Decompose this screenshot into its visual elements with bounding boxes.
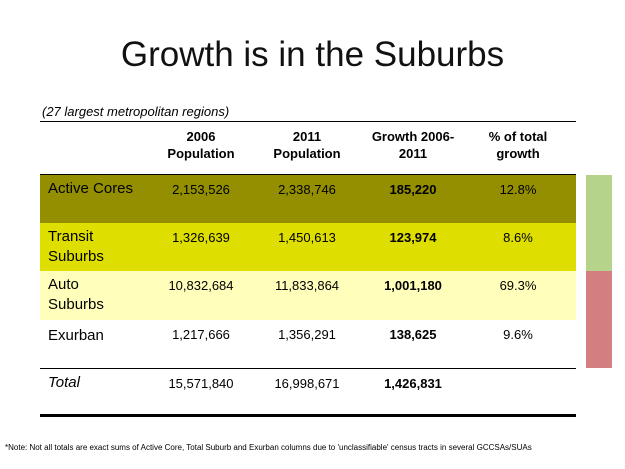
cell-growth: 1,001,180 — [384, 278, 442, 293]
row-label: Active Cores — [48, 180, 134, 197]
row-label: Auto Suburbs — [48, 276, 104, 313]
header-growth: Growth 2006- 2011 — [371, 129, 455, 161]
cell-growth: 185,220 — [389, 182, 437, 197]
cell-total-pop-2011: 16,998,671 — [274, 376, 340, 391]
cell-pct: 9.6% — [503, 327, 533, 342]
table-row-active-cores: Active Cores 2,153,526 2,338,746 185,220… — [40, 175, 576, 223]
table-row-transit-suburbs: Transit Suburbs 1,326,639 1,450,613 123,9… — [40, 223, 576, 271]
table-header-rule — [40, 174, 576, 175]
header-2006-population: 2006 Population — [167, 129, 235, 161]
cell-pct: 8.6% — [503, 230, 533, 245]
cell-pop-2006: 1,326,639 — [172, 230, 230, 245]
cell-pop-2011: 1,356,291 — [278, 327, 336, 342]
cell-pop-2011: 1,450,613 — [278, 230, 336, 245]
cell-pop-2006: 1,217,666 — [172, 327, 230, 342]
total-label: Total — [48, 374, 80, 391]
row-label: Exurban — [48, 327, 104, 344]
footnote: *Note: Not all totals are exact sums of … — [5, 443, 532, 452]
cell-total-pop-2006: 15,571,840 — [168, 376, 234, 391]
cell-pct: 12.8% — [499, 182, 537, 197]
table-top-rule — [40, 121, 576, 122]
cell-pop-2006: 10,832,684 — [168, 278, 234, 293]
table-subtitle: (27 largest metropolitan regions) — [42, 104, 230, 119]
cell-pop-2011: 2,338,746 — [278, 182, 336, 197]
table-bottom-rule — [40, 414, 576, 417]
table-total-rule — [40, 368, 576, 369]
row-label: Transit Suburbs — [48, 228, 104, 265]
slide-title: Growth is in the Suburbs — [120, 35, 505, 74]
cell-pct: 69.3% — [499, 278, 537, 293]
cell-growth: 138,625 — [389, 327, 437, 342]
cell-growth: 123,974 — [389, 230, 437, 245]
table-row-total: Total 15,571,840 16,998,671 1,426,831 — [40, 369, 576, 414]
cell-pop-2011: 11,833,864 — [274, 278, 340, 293]
cell-total-growth: 1,426,831 — [384, 376, 442, 391]
table-row-exurban: Exurban 1,217,666 1,356,291 138,625 9.6% — [40, 320, 576, 368]
table-row-auto-suburbs: Auto Suburbs 10,832,684 11,833,864 1,001,… — [40, 271, 576, 320]
side-bar-green — [586, 175, 612, 271]
cell-pop-2006: 2,153,526 — [172, 182, 230, 197]
header-pct-growth: % of total growth — [488, 129, 548, 161]
side-bar-red — [586, 271, 612, 368]
header-2011-population: 2011 Population — [273, 129, 341, 161]
